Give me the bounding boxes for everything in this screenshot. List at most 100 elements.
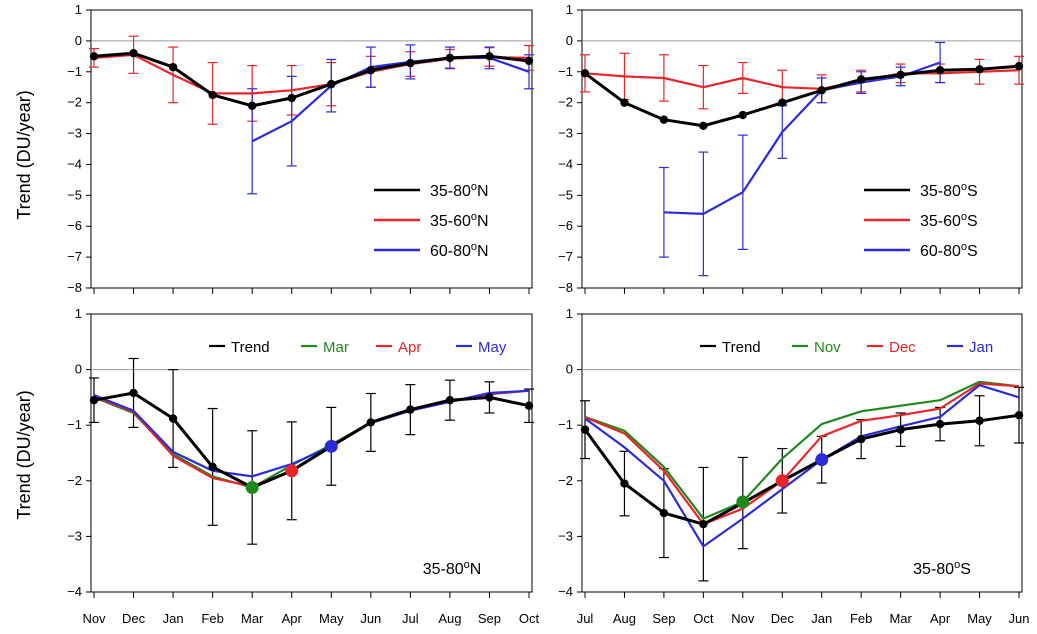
data-point <box>129 388 138 398</box>
y-tick-label: 0 <box>75 362 82 377</box>
data-point <box>287 93 296 103</box>
legend-label: 60-80oN <box>430 241 489 260</box>
y-tick-label: −2 <box>67 473 82 488</box>
x-tick-label: Apr <box>930 611 951 626</box>
y-tick-label: −2 <box>558 95 573 110</box>
legend-label: May <box>478 339 507 356</box>
series-line-black <box>584 64 1020 128</box>
legend-label: Nov <box>814 339 841 356</box>
x-tick-label: Jan <box>163 611 184 626</box>
series-line-blue <box>584 384 1020 548</box>
data-point <box>524 401 534 410</box>
highlight-point <box>324 439 338 453</box>
legend-label: Trend <box>231 339 270 356</box>
y-tick-label: −4 <box>67 584 82 599</box>
y-tick-label: −6 <box>67 218 82 233</box>
data-point <box>896 425 905 434</box>
y-tick-label: 0 <box>566 362 573 377</box>
series-line-red <box>584 382 1020 526</box>
data-point <box>975 416 984 425</box>
y-axis-label-top: Trend (DU/year) <box>14 90 34 219</box>
series-line-black <box>583 413 1020 526</box>
legend-label: 35-80oN <box>430 181 489 200</box>
x-tick-label: Feb <box>201 611 223 626</box>
highlight-point <box>775 474 789 488</box>
data-point <box>817 86 826 95</box>
y-tick-label: 1 <box>566 2 573 17</box>
legend-label: Jan <box>969 339 993 356</box>
data-point <box>659 115 669 124</box>
plot-frame <box>581 313 1023 593</box>
x-tick-label: May <box>967 611 992 626</box>
legend-label: Dec <box>889 339 916 356</box>
legend-label: 35-80oS <box>920 181 978 200</box>
y-tick-label: −3 <box>558 528 573 543</box>
x-tick-label: May <box>319 611 344 626</box>
data-point <box>699 121 708 131</box>
data-point <box>406 58 415 68</box>
y-tick-label: −8 <box>558 280 573 295</box>
y-tick-label: −4 <box>558 584 573 599</box>
x-tick-label: Dec <box>122 611 146 626</box>
highlight-point <box>736 495 750 509</box>
x-tick-label: Oct <box>693 611 714 626</box>
series-line-blue <box>663 61 941 215</box>
y-tick-label: −2 <box>67 95 82 110</box>
legend-label: Mar <box>323 339 349 356</box>
panel-annotation: 35-80oS <box>913 559 971 578</box>
legend-label: 35-60oN <box>430 211 489 230</box>
x-tick-label: Aug <box>438 611 461 626</box>
data-point <box>699 519 708 529</box>
y-tick-label: −1 <box>67 417 82 432</box>
series-line-blue <box>93 389 530 478</box>
x-tick-label: Nov <box>731 611 755 626</box>
data-point <box>738 110 748 120</box>
plot-frame <box>581 9 1023 289</box>
y-tick-label: −4 <box>67 156 82 171</box>
data-point <box>620 98 629 107</box>
data-point <box>89 395 99 405</box>
data-point <box>366 66 376 75</box>
data-point <box>485 393 494 402</box>
chart-panel-top-right: 1 0 −1 −2 −3 −4 −5 −6 −7 −8 35-80oS 35-60oS 60-80oS <box>558 2 1024 295</box>
y-tick-label: −2 <box>558 473 573 488</box>
x-tick-label: Aug <box>613 611 636 626</box>
y-tick-label: −1 <box>67 64 82 79</box>
data-point <box>856 75 866 84</box>
y-tick-label: −4 <box>558 156 573 171</box>
y-tick-label: −5 <box>67 187 82 202</box>
panel-annotation: 35-80oN <box>423 559 482 578</box>
data-point <box>208 462 217 472</box>
legend-label: Trend <box>722 339 761 356</box>
x-tick-label: Mar <box>889 611 912 626</box>
series-line-red <box>93 53 530 95</box>
series-line-black <box>93 391 530 489</box>
x-tick-label: Jun <box>1009 611 1030 626</box>
data-point <box>445 53 455 63</box>
y-tick-label: −7 <box>67 249 82 264</box>
data-point <box>129 49 138 58</box>
y-tick-label: −1 <box>558 64 573 79</box>
series-line-red <box>584 69 1020 90</box>
y-tick-label: −7 <box>558 249 573 264</box>
data-point <box>896 70 905 80</box>
data-point <box>975 65 984 74</box>
y-tick-label: −1 <box>558 417 573 432</box>
x-tick-label: Jan <box>811 611 832 626</box>
y-tick-label: 1 <box>75 2 82 17</box>
plot-frame <box>90 9 533 289</box>
x-tick-label: Oct <box>519 611 540 626</box>
data-point <box>580 69 590 78</box>
y-tick-label: −3 <box>558 126 573 141</box>
data-point <box>406 405 415 414</box>
data-point <box>620 479 629 488</box>
data-point <box>1014 410 1024 420</box>
data-point <box>247 101 257 110</box>
chart-panel-bottom-right: 1 0 −1 −2 −3 −4 Jul Aug Sep Oct Nov Dec Jan Feb Mar Apr… <box>558 306 1029 626</box>
chart-panel-top-left: 1 0 −1 −2 −3 −4 −5 −6 −7 −8 35-80oN 35-60oN 60-80oN <box>67 2 534 295</box>
data-point <box>168 414 178 423</box>
data-point <box>580 425 590 434</box>
data-point <box>778 98 787 107</box>
